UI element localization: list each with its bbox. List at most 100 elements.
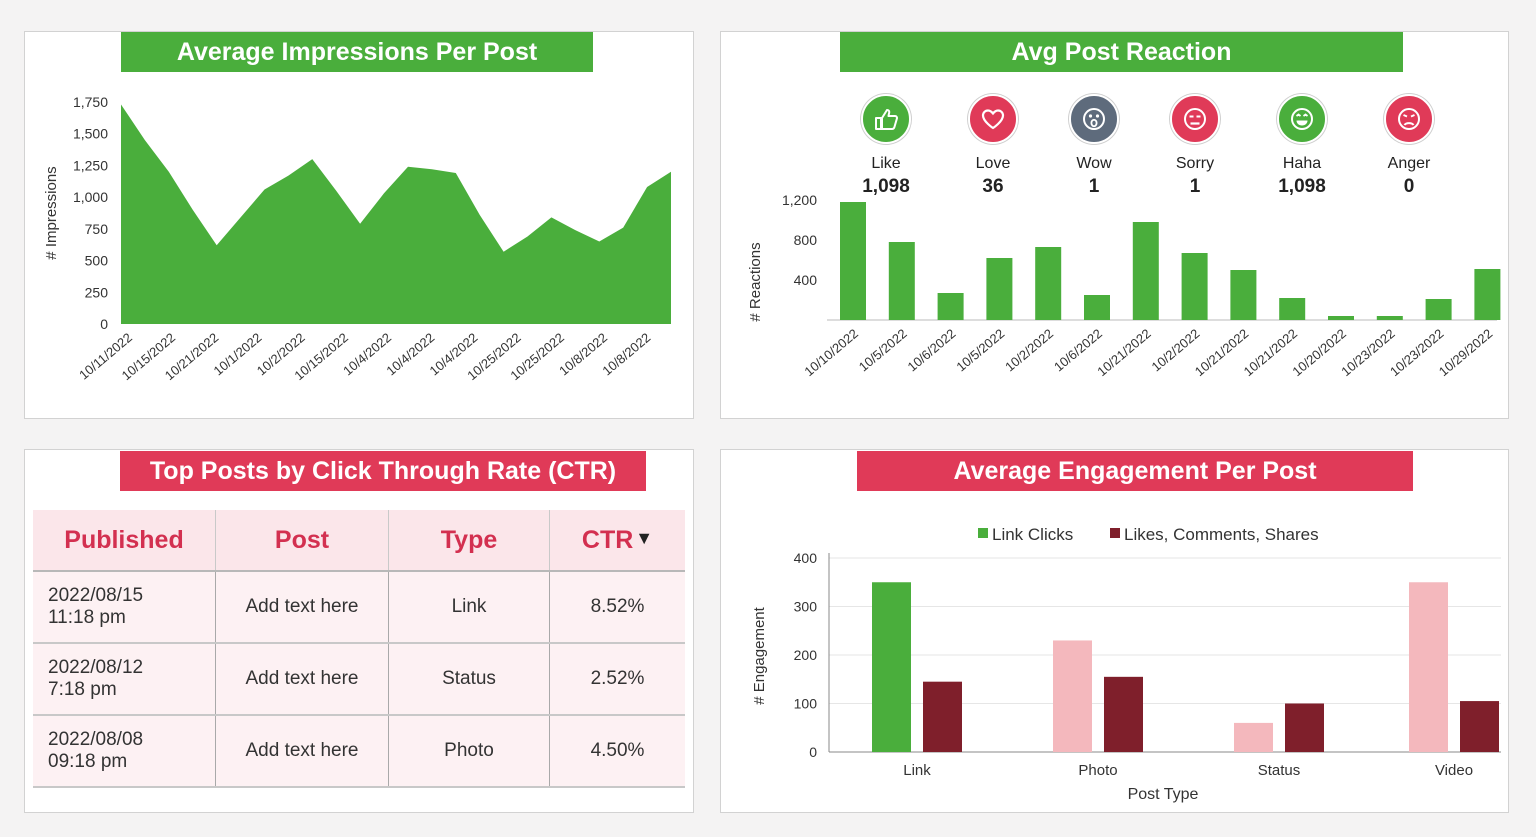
bar-likes-comments-shares [1285,703,1324,752]
x-tick-label: 10/6/2022 [905,326,959,375]
table-row[interactable]: 2022/08/15 11:18 pm Add text here Link 8.… [33,571,685,644]
bar-link-clicks [1234,722,1273,752]
bar [1230,270,1257,320]
impressions-chart: 1,750 1,500 1,250 1,000 750 500 250 0 # Impressi… [43,94,671,383]
bar-likes-comments-shares [1460,701,1499,752]
heart-icon [968,94,1018,144]
x-tick-label: Photo [1078,762,1117,779]
x-tick-label: Status [1258,762,1301,779]
bar [1328,316,1354,320]
reaction-anger: Anger 0 [1364,94,1454,198]
reaction-panel: Avg Post Reaction Like 1,098 Love 36 Wow… [720,31,1509,419]
reaction-wow: Wow 1 [1049,94,1139,198]
y-tick-label: 800 [794,232,818,248]
bar-link-clicks [1409,582,1448,752]
laughing-face-icon [1277,94,1327,144]
x-tick-label: Video [1435,762,1473,779]
x-tick-label: 10/29/2022 [1436,326,1495,379]
bar [1474,269,1501,320]
bar [937,293,964,320]
reaction-value: 0 [1403,176,1415,197]
published-cell: 2022/08/08 09:18 pm [33,715,216,788]
engagement-panel: Average Engagement Per Post 400 300 200 100… [720,449,1509,813]
legend-label: Likes, Comments, Shares [1124,525,1319,544]
y-tick-label: 1,200 [782,192,817,208]
y-tick-label: 400 [794,272,818,288]
x-axis-label: Post Type [1128,786,1199,803]
wow-face-icon [1069,94,1119,144]
bar [1132,222,1159,320]
ctr-cell: 8.52% [549,571,685,644]
reaction-haha: Haha 1,098 [1257,94,1347,198]
bar [840,202,866,320]
engagement-title: Average Engagement Per Post [857,451,1413,491]
y-tick-label: 250 [85,284,109,300]
table-row[interactable]: 2022/08/08 09:18 pm Add text here Photo 4… [33,715,685,788]
header-ctr-label: CTR [581,525,634,554]
reaction-name: Anger [1387,155,1431,172]
reaction-chart: 1,200 800 400 # Reactions 10/10/202210/5/202… [747,192,1501,379]
y-tick-label: 100 [794,696,818,712]
y-tick-label: 1,500 [73,126,108,142]
impressions-title: Average Impressions Per Post [121,32,593,72]
ctr-cell: 4.50% [549,715,685,788]
header-type[interactable]: Type [388,510,550,572]
legend-label: Link Clicks [992,525,1073,544]
post-cell: Add text here [215,643,389,716]
bar [888,242,915,320]
reaction-like: Like 1,098 [841,94,931,198]
impressions-panel: Average Impressions Per Post 1,750 1,500 1… [24,31,694,419]
ctr-cell: 2.52% [549,643,685,716]
y-tick-label: 750 [85,221,109,237]
sort-desc-icon[interactable]: ▼ [635,527,654,548]
legend-swatch [978,528,988,538]
reaction-name: Like [871,155,901,172]
legend-swatch [1110,528,1120,538]
y-tick-label: 400 [794,550,818,566]
header-ctr[interactable]: CTR ▼ [549,510,685,572]
post-cell: Add text here [215,715,389,788]
bar [1425,299,1452,320]
reaction-name: Wow [1076,155,1112,172]
y-tick-label: 1,000 [73,189,108,205]
x-tick-label: 10/10/2022 [801,326,860,379]
bar [1035,247,1062,320]
x-tick-label: Link [903,762,931,779]
ctr-panel: Top Posts by Click Through Rate (CTR) Pu… [24,449,694,813]
thumbs-up-icon [861,94,911,144]
reaction-name: Haha [1282,155,1322,172]
angry-face-icon [1384,94,1434,144]
reaction-value: 36 [982,176,1004,197]
y-axis-label: # Impressions [43,166,60,259]
x-tick-label: 10/5/2022 [856,326,910,375]
ctr-table: Published Post Type CTR ▼ 2022/08/15 11:18… [33,510,685,788]
reaction-value: 1 [1189,176,1201,197]
bar-likes-comments-shares [1104,676,1143,752]
y-tick-label: 1,250 [73,157,108,173]
bar [986,258,1013,320]
x-tick-label: 10/8/2022 [599,330,653,379]
reaction-value: 1 [1088,176,1100,197]
type-cell: Photo [388,715,550,788]
ctr-title: Top Posts by Click Through Rate (CTR) [120,451,646,491]
engagement-chart: 400 300 200 100 0 Link Clicks Likes, Comments,… [751,525,1501,803]
y-tick-label: 200 [794,647,818,663]
header-published[interactable]: Published [33,510,216,572]
header-post[interactable]: Post [215,510,389,572]
y-axis-label: # Engagement [751,606,768,704]
bar [1279,298,1306,320]
reaction-name: Sorry [1175,155,1215,172]
bar [1084,295,1110,320]
y-tick-label: 1,750 [73,94,108,110]
bar [1181,253,1208,320]
published-cell: 2022/08/12 7:18 pm [33,643,216,716]
y-axis-label: # Reactions [747,242,764,321]
reaction-value: 1,098 [1278,176,1326,197]
table-row[interactable]: 2022/08/12 7:18 pm Add text here Status 2… [33,643,685,716]
impressions-area [121,104,671,324]
type-cell: Link [388,571,550,644]
sad-face-icon [1170,94,1220,144]
y-tick-label: 500 [85,253,109,269]
x-tick-label: 10/21/2022 [1094,326,1153,379]
reaction-value: 1,098 [862,176,910,197]
